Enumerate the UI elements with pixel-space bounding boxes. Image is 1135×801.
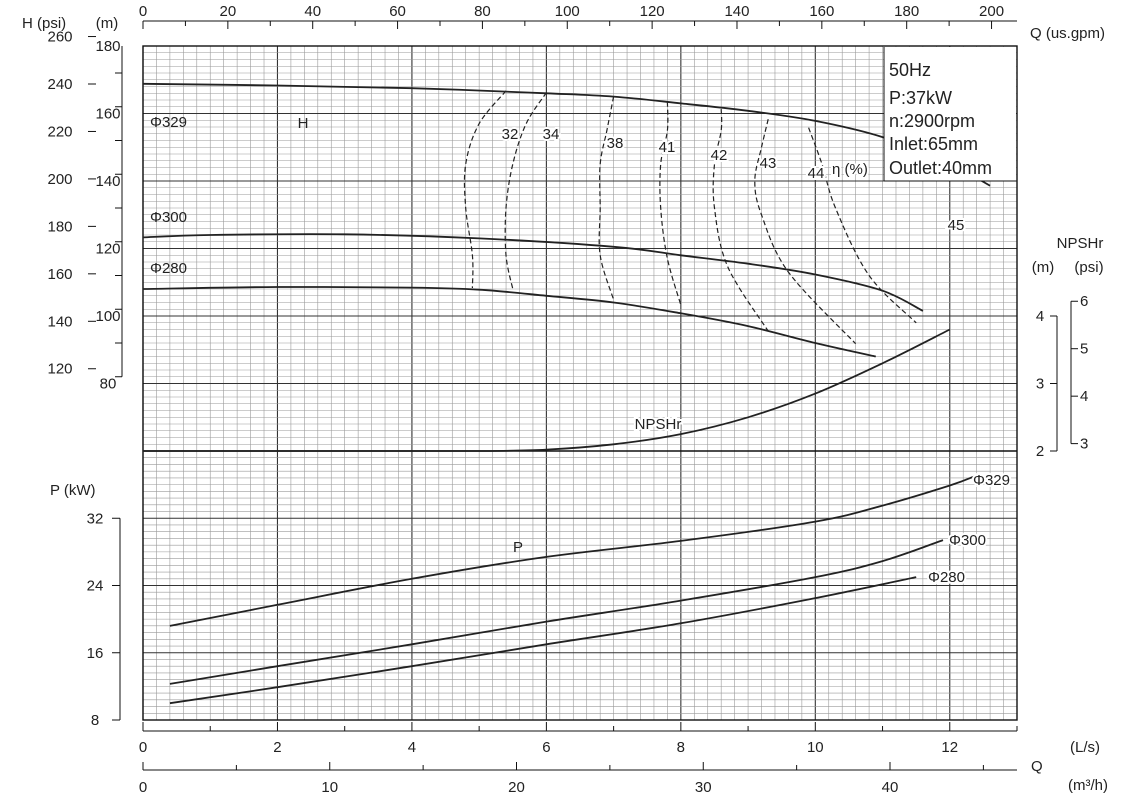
gpm-tick-label: 100 [555,3,580,20]
h-psi-tick-label: 140 [47,313,72,330]
p-tick-label: 32 [87,510,104,527]
ls-tick-label: 2 [273,739,281,756]
gpm-tick-label: 200 [979,3,1004,20]
h-psi-tick-label: 240 [47,76,72,93]
h-psi-tick-label: 260 [47,29,72,46]
efficiency-line-43 [754,119,857,345]
head-curve-label: Φ300 [150,209,187,226]
h-psi-tick-label: 220 [47,123,72,140]
efficiency-label: 42 [711,147,728,164]
h-psi-tick-label: 200 [47,171,72,188]
gpm-tick-label: 60 [389,3,406,20]
npsh-m-tick-label: 2 [1036,443,1044,460]
p-tick-label: 24 [87,578,104,595]
efficiency-label: 32 [502,126,519,143]
info-box-line: n:2900rpm [889,111,975,131]
efficiency-line-32 [463,90,507,289]
npsh-m-axis-title: (m) [1032,259,1055,276]
gpm-tick-label: 20 [220,3,237,20]
head-curve-label: Φ329 [150,114,187,131]
gpm-tick-label: 140 [724,3,749,20]
m3h-tick-label: 30 [695,779,712,796]
efficiency-label: 43 [760,155,777,172]
power-curve-329 [169,474,978,627]
ls-tick-label: 8 [677,739,685,756]
h-m-tick-label: 120 [95,241,120,258]
gpm-tick-label: 80 [474,3,491,20]
p-axis-title: P (kW) [50,482,96,499]
head-curve-300 [142,233,924,312]
npsh-psi-tick-label: 6 [1080,293,1088,310]
m3h-tick-label: 10 [321,779,338,796]
npsh-psi-tick-label: 5 [1080,341,1088,358]
p-tick-label: 8 [91,712,99,729]
h-psi-tick-label: 120 [47,361,72,378]
q-axis-title: Q [1031,758,1043,775]
m3h-tick-label: 20 [508,779,525,796]
efficiency-unit-label: η (%) [832,161,868,178]
npshr-curve [142,328,951,452]
gpm-tick-label: 160 [809,3,834,20]
efficiency-label: 41 [659,139,676,156]
h-m-tick-label: 100 [95,308,120,325]
p-tick-label: 16 [87,645,104,662]
m3h-axis-title: (m³/h) [1068,777,1108,794]
gpm-tick-label: 40 [304,3,321,20]
info-box-line: P:37kW [889,88,952,108]
info-box-line: Outlet:40mm [889,158,992,178]
efficiency-line-41 [659,101,682,306]
power-curve-label: Φ280 [928,569,965,586]
npshr-curve-label: NPSHr [635,416,682,433]
info-box [884,47,1016,181]
info-box-line: 50Hz [889,60,931,80]
h-psi-axis-title: H (psi) [22,15,66,32]
ls-tick-label: 4 [408,739,416,756]
efficiency-label: 34 [543,126,560,143]
ls-axis-title: (L/s) [1070,739,1100,756]
ls-tick-label: 0 [139,739,147,756]
npsh-psi-tick-label: 4 [1080,388,1088,405]
ls-tick-label: 6 [542,739,550,756]
head-curve-label: Φ280 [150,260,187,277]
m3h-tick-label: 40 [882,779,899,796]
gpm-tick-label: 180 [894,3,919,20]
power-curve-label: Φ329 [973,472,1010,489]
h-m-tick-label: 140 [95,173,120,190]
ls-tick-label: 12 [941,739,958,756]
gpm-tick-label: 120 [640,3,665,20]
power-curve-280 [169,576,917,705]
ls-tick-label: 10 [807,739,824,756]
efficiency-line-42 [712,109,769,332]
head-curve-280 [142,286,876,358]
npsh-m-tick-label: 3 [1036,376,1044,393]
labels: Φ329 Φ300 Φ280 H 32 34 38 41 42 43 44 45 η (%) NPSHr Φ… [150,47,1016,588]
h-m-tick-label: 180 [95,38,120,55]
gpm-axis-title: Q (us.gpm) [1030,25,1105,42]
gpm-tick-label: 0 [139,3,147,20]
npsh-psi-tick-label: 3 [1080,436,1088,453]
efficiency-label: 38 [607,135,624,152]
head-curve-h-label: H [298,115,309,132]
power-curve-p-label: P [513,539,523,556]
efficiency-line-38 [598,96,615,300]
h-m-tick-label: 80 [100,376,117,393]
h-m-tick-label: 160 [95,106,120,123]
h-m-axis-title: (m) [96,15,119,32]
npsh-m-tick-label: 4 [1036,308,1044,325]
power-curve-300 [169,539,944,685]
efficiency-line-44 [808,127,917,324]
h-psi-tick-label: 180 [47,218,72,235]
npsh-axis-title: NPSHr [1057,235,1104,252]
power-curve-label: Φ300 [949,532,986,549]
plot-frame [142,45,1018,721]
m3h-tick-label: 0 [139,779,147,796]
info-box-line: Inlet:65mm [889,134,978,154]
npsh-psi-axis-title: (psi) [1074,259,1103,276]
efficiency-label: 45 [948,217,965,234]
h-psi-tick-label: 160 [47,266,72,283]
efficiency-label: 44 [808,165,825,182]
efficiency-line-34 [504,92,547,290]
